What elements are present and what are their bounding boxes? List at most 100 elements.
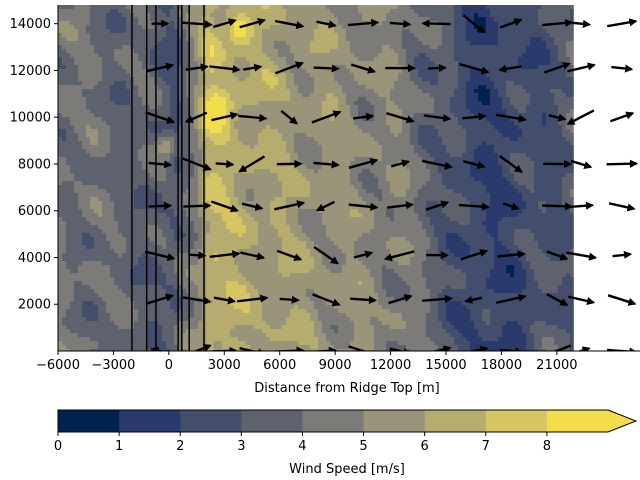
contour-cell xyxy=(62,137,67,142)
contour-cell xyxy=(266,93,271,98)
contour-cell xyxy=(218,37,223,42)
contour-cell xyxy=(102,81,107,86)
contour-cell xyxy=(450,73,455,78)
contour-cell xyxy=(90,145,95,150)
contour-cell xyxy=(94,141,99,146)
contour-cell xyxy=(318,49,323,54)
contour-cell xyxy=(146,29,151,34)
contour-cell xyxy=(270,113,275,118)
contour-cell xyxy=(250,33,255,38)
contour-cell xyxy=(322,45,327,50)
contour-cell xyxy=(82,113,87,118)
contour-cell xyxy=(338,49,343,54)
contour-cell xyxy=(302,41,307,46)
contour-cell xyxy=(522,77,527,82)
contour-cell xyxy=(346,65,351,70)
contour-cell xyxy=(218,73,223,78)
contour-cell xyxy=(182,133,187,138)
contour-cell xyxy=(146,113,151,118)
contour-cell xyxy=(114,125,119,130)
contour-cell xyxy=(230,93,235,98)
contour-cell xyxy=(454,105,459,110)
contour-cell xyxy=(186,101,191,106)
contour-cell xyxy=(494,121,499,126)
contour-cell xyxy=(350,17,355,22)
contour-cell xyxy=(66,105,71,110)
contour-cell xyxy=(434,77,439,82)
contour-cell xyxy=(434,25,439,30)
contour-cell xyxy=(250,89,255,94)
contour-cell xyxy=(470,145,475,150)
contour-cell xyxy=(182,85,187,90)
contour-cell xyxy=(466,93,471,98)
contour-cell xyxy=(494,129,499,134)
contour-cell xyxy=(58,53,63,58)
contour-cell xyxy=(522,137,527,142)
contour-cell xyxy=(310,153,315,158)
contour-cell xyxy=(246,61,251,66)
contour-cell xyxy=(318,89,323,94)
contour-cell xyxy=(310,89,315,94)
contour-cell xyxy=(470,29,475,34)
contour-cell xyxy=(162,93,167,98)
contour-cell xyxy=(454,33,459,38)
contour-cell xyxy=(342,49,347,54)
contour-cell xyxy=(246,117,251,122)
contour-cell xyxy=(86,93,91,98)
contour-cell xyxy=(70,69,75,74)
contour-cell xyxy=(442,77,447,82)
contour-cell xyxy=(446,85,451,90)
contour-cell xyxy=(114,37,119,42)
contour-cell xyxy=(510,57,515,62)
contour-cell xyxy=(114,129,119,134)
contour-cell xyxy=(158,61,163,66)
contour-cell xyxy=(310,141,315,146)
contour-cell xyxy=(330,121,335,126)
contour-cell xyxy=(102,61,107,66)
contour-cell xyxy=(258,141,263,146)
contour-cell xyxy=(194,129,199,134)
contour-cell xyxy=(562,29,567,34)
contour-cell xyxy=(322,129,327,134)
contour-cell xyxy=(82,121,87,126)
contour-cell xyxy=(302,117,307,122)
contour-cell xyxy=(242,53,247,58)
contour-cell xyxy=(446,81,451,86)
contour-cell xyxy=(546,121,551,126)
contour-cell xyxy=(74,81,79,86)
contour-cell xyxy=(122,29,127,34)
contour-cell xyxy=(350,33,355,38)
contour-cell xyxy=(438,17,443,22)
contour-cell xyxy=(66,5,71,10)
contour-cell xyxy=(422,93,427,98)
contour-cell xyxy=(230,105,235,110)
contour-cell xyxy=(94,157,99,162)
contour-cell xyxy=(146,73,151,78)
contour-cell xyxy=(570,73,574,78)
contour-cell xyxy=(410,81,415,86)
contour-cell xyxy=(138,141,143,146)
contour-cell xyxy=(118,149,123,154)
contour-cell xyxy=(230,117,235,122)
contour-cell xyxy=(478,49,483,54)
contour-cell xyxy=(438,77,443,82)
contour-cell xyxy=(522,105,527,110)
contour-cell xyxy=(490,5,495,10)
contour-cell xyxy=(150,101,155,106)
contour-cell xyxy=(466,13,471,18)
contour-cell xyxy=(298,69,303,74)
contour-cell xyxy=(518,25,523,30)
contour-cell xyxy=(226,77,231,82)
contour-cell xyxy=(158,73,163,78)
contour-cell xyxy=(334,5,339,10)
contour-cell xyxy=(126,85,131,90)
contour-cell xyxy=(170,21,175,26)
contour-cell xyxy=(210,145,215,150)
contour-cell xyxy=(494,37,499,42)
contour-cell xyxy=(70,145,75,150)
contour-cell xyxy=(138,117,143,122)
contour-cell xyxy=(146,13,151,18)
contour-cell xyxy=(246,37,251,42)
contour-cell xyxy=(506,149,511,154)
contour-cell xyxy=(106,33,111,38)
